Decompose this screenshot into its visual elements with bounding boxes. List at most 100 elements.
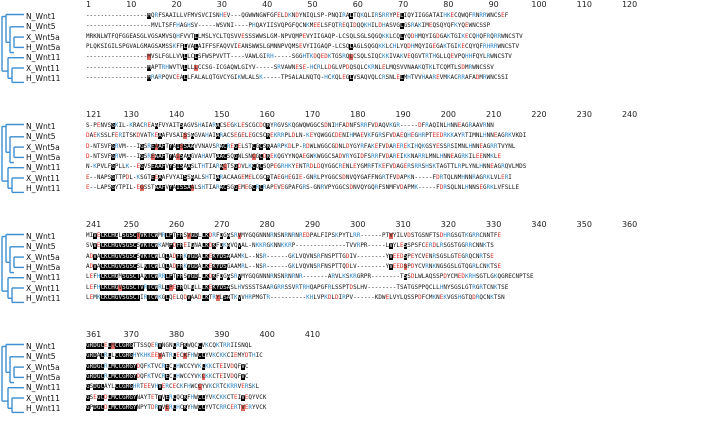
sequence-name: N_Wnt5 [26, 22, 56, 32]
ruler-tick-label: 130 [123, 110, 139, 119]
ruler-tick-label: 190 [395, 110, 411, 119]
ruler-tick-label: 200 [440, 110, 457, 119]
sequence-residues: GRDGCRLMCCGRGYDQFKTVCRECCHWCCYVKCKKCTEIV… [86, 373, 249, 380]
ruler-tick-label: 410 [304, 330, 321, 339]
sequence-residues: GRDACRLLCCGRGHYKHKEEVATRCECKFHWCCYVKCKKC… [86, 353, 263, 360]
ruler-tick-label: 210 [486, 110, 502, 119]
sequence-row: H_Wnt11 GPDGCDLMCCGRGYNPYTDRVVERCHCKYHWCC… [0, 404, 719, 413]
sequence-name: N_Wnt1 [26, 122, 56, 131]
sequence-residues: E--LAPSGYTPIL-EGSSTAAFVYAISSAALSHTIARACS… [86, 184, 520, 191]
ruler-tick-label: 241 [86, 220, 102, 229]
ruler-tick-label: 60 [352, 0, 363, 9]
sequence-residues: GSEGCDLMCCGRGYNAYTETVVERCQCKFHWCCYVKCKKC… [86, 394, 267, 401]
sequence-name: N_Wnt1 [26, 232, 56, 241]
sequence-row: H_Wnt5a PLQKSIGILSPGVALGMAGSAMSSKFFLVALAI… [0, 43, 719, 52]
ruler-tick-label: 70 [398, 0, 409, 9]
sequence-row: N_Wnt5 DAEKSSLFERITSKDVATKEAAFVSAISSAGVAH… [0, 132, 719, 141]
ruler-tick-label: 350 [576, 220, 592, 229]
sequence-name: X_Wnt5a [26, 252, 60, 262]
sequence-name: X_Wnt11 [26, 393, 60, 403]
position-ruler: 121 130 140 150 160 170 180 190 200 210 220 230 240 [1, 110, 719, 120]
ruler-tick-label: 370 [123, 330, 139, 339]
sequence-name: X_Wnt5a [26, 32, 60, 42]
ruler-tick-label: 300 [350, 220, 366, 229]
ruler-tick-label: 320 [440, 220, 457, 229]
sequence-residues: -----------------MVSLFGLLVVLLCLSFWSPVVTT… [86, 54, 512, 61]
sequence-name: X_Wnt5a [26, 142, 60, 152]
sequence-name: N_Wnt11 [26, 163, 61, 173]
ruler-tick-label: 140 [168, 110, 185, 119]
sequence-residues: -----------------MRARPQVCEALLFALALQTGVCY… [86, 74, 509, 81]
ruler-tick-label: 400 [259, 330, 275, 339]
ruler-tick-label: 170 [304, 110, 321, 119]
sequence-name: N_Wnt1 [26, 342, 56, 351]
ruler-tick-label: 180 [350, 110, 366, 119]
ruler-tick-label: 110 [576, 0, 592, 9]
ruler-tick-label: 20 [171, 0, 182, 9]
sequence-residues: D-NTSVFGRVM---IGSREAAFTYAISAAGVAHAVTAACS… [86, 153, 502, 160]
sequence-name: N_Wnt5 [26, 132, 56, 142]
alignment-block: 121 130 140 150 160 170 180 190 200 210 220 230 240 N… [0, 110, 719, 210]
ruler-tick-label: 160 [259, 110, 275, 119]
sequence-name: X_Wnt5a [26, 362, 60, 372]
sequence-row: H_Wnt11 -----------------MRARPQVCEALLFALA… [0, 74, 719, 83]
phylogenetic-tree [1, 233, 24, 304]
ruler-tick-label: 380 [168, 330, 185, 339]
ruler-tick-label: 260 [168, 220, 185, 229]
sequence-name: H_Wnt5a [26, 42, 61, 52]
sequence-residues: ------------------MVLTSFFHAGHSV-----WSVN… [86, 23, 491, 30]
sequence-residues: LEFHCKCHGMSGSCTAKTCWRRLPTFRSVGDLLKDKFDGA… [86, 274, 534, 281]
sequence-name: H_Wnt5a [26, 262, 61, 272]
sequence-row: X_Wnt5a ADVACKCHGVSGSCSVKTCWLQLADFRKVGDAL… [0, 253, 719, 262]
sequence-row: N_Wnt1 MIVECKCHGLSGSCTVKTCWMRLPTFRSVGDLLK… [0, 232, 719, 241]
sequence-residues: S-PENVSGKIL-KRACREAAFVYAITSAGVSHAIARACSE… [86, 123, 494, 129]
sequence-residues: LEMKCKCHGVSGSCTIRTCWKGLQELQDVAADLKTRYLSA… [86, 294, 505, 301]
ruler-tick-label: 361 [86, 330, 102, 339]
sequence-row: H_Wnt5a ADVACKCHGVSGSCSLKTCWLQLADFRKVGDAL… [0, 263, 719, 272]
sequence-name: H_Wnt11 [26, 183, 61, 193]
sequence-residues: MRKNLWTFQFGGEASGLVGSAMVSQHFVVTLLMSLYCLTQ… [86, 33, 523, 40]
sequence-row: N_Wnt11 N-KPVLFGPLLK--EGVSEAAFVYSISAASLTH… [0, 163, 719, 172]
sequence-row: N_Wnt1 S-PENVSGKIL-KRACREAAFVYAITSAGVSHAI… [0, 122, 719, 131]
sequence-row: X_Wnt5a D-NTSVFGRVM---IGSREAAFTYAISSAAVVN… [0, 143, 719, 152]
sequence-row: H_Wnt5a GRDGCRLMCCGRGYDQFKTVCRECCHWCCYVKC… [0, 373, 719, 382]
sequence-row: N_Wnt11 GSDGCAYLCCGRGHRTEEVHVERCECKFHWCCY… [0, 383, 719, 392]
sequence-residues: PLQKSIGILSPGVALGMAGSAMSSKFFLVALAIFFSFAQV… [86, 43, 520, 50]
ruler-tick-label: 120 [621, 0, 638, 9]
sequence-residues: MIVECKCHGLSGSCTVKTCWMRLPTFRSVGDLLKDRFDGA… [86, 233, 502, 239]
sequence-row: N_Wnt5 GRDACRLLCCGRGHYKHKEEVATRCECKFHWCCY… [0, 352, 719, 361]
alignment-block: 1 10 20 30 40 50 60 70 80 90 100 110 120 N_Wnt1 ------… [0, 0, 719, 100]
sequence-name: N_Wnt11 [26, 273, 61, 283]
sequence-residues: GRDGCELMCCGRGTTSSQERVNGNCRFKWQCCVKCQKTRR… [86, 343, 253, 349]
ruler-tick-label: 290 [304, 220, 321, 229]
sequence-row: N_Wnt5 SVVECKCHGVSGSCSVKTCWKAMPDFREIGNALK… [0, 242, 719, 251]
ruler-tick-label: 360 [621, 220, 638, 229]
ruler-tick-label: 240 [621, 110, 638, 119]
sequence-row: N_Wnt1 GRDGCELMCCGRGTTSSQERVNGNCRFKWQCCVK… [0, 342, 719, 351]
sequence-residues: -----------------MAPTRHWVTVLLLLCCSG-ICGA… [86, 64, 494, 71]
sequence-residues: D-NTSVFGRVM---IGSREAAFTYAISSAAVVNAVSRACR… [86, 143, 516, 150]
sequence-row: H_Wnt11 E--LAPSGYTPIL-EGSSTAAFVYAISSAALSH… [0, 184, 719, 193]
sequence-row: N_Wnt1 -----------------MQRFSAAILLVFMVSVC… [0, 12, 719, 21]
ruler-tick-label: 30 [216, 0, 227, 9]
sequence-residues: N-KPVLFGPLLK--EGVSEAAFVYSISAASLTHTIARACT… [86, 164, 527, 171]
sequence-residues: -----------------MQRFSAAILLVFMVSVCISNHEV… [86, 13, 509, 19]
sequence-residues: GPDGCDLMCCGRGYNPYTDRVVERCHCKYHWCCYVTCRRC… [86, 404, 267, 411]
sequence-name: N_Wnt5 [26, 242, 56, 252]
ruler-tick-label: 230 [576, 110, 592, 119]
phylogenetic-tree [1, 123, 24, 194]
sequence-name: H_Wnt5a [26, 152, 61, 162]
ruler-tick-label: 340 [531, 220, 547, 229]
sequence-row: N_Wnt5 ------------------MVLTSFFHAGHSV---… [0, 22, 719, 31]
ruler-tick-label: 121 [86, 110, 102, 119]
ruler-tick-label: 280 [259, 220, 275, 229]
sequence-row: N_Wnt11 -----------------MVSLFGLLVVLLCLSF… [0, 53, 719, 62]
sequence-name: X_Wnt11 [26, 173, 60, 183]
sequence-row: X_Wnt5a GRDGCRLMCCGRGYDQFKTVCRECCHWCCYVKC… [0, 363, 719, 372]
sequence-residues: SVVECKCHGVSGSCSVKTCWKAMPDFREIGNALKDKFDKA… [86, 243, 494, 250]
sequence-name: N_Wnt5 [26, 352, 56, 362]
sequence-residues: ADVACKCHGVSGSCSVKTCWLQLADFRKVGDALKEKYDSA… [86, 253, 494, 260]
ruler-tick-label: 390 [214, 330, 230, 339]
sequence-residues: GRDGCRLMCCGRGYDQFKTVCRECCHWCCYVKCKKCTEIV… [86, 363, 249, 370]
sequence-name: H_Wnt11 [26, 403, 61, 413]
